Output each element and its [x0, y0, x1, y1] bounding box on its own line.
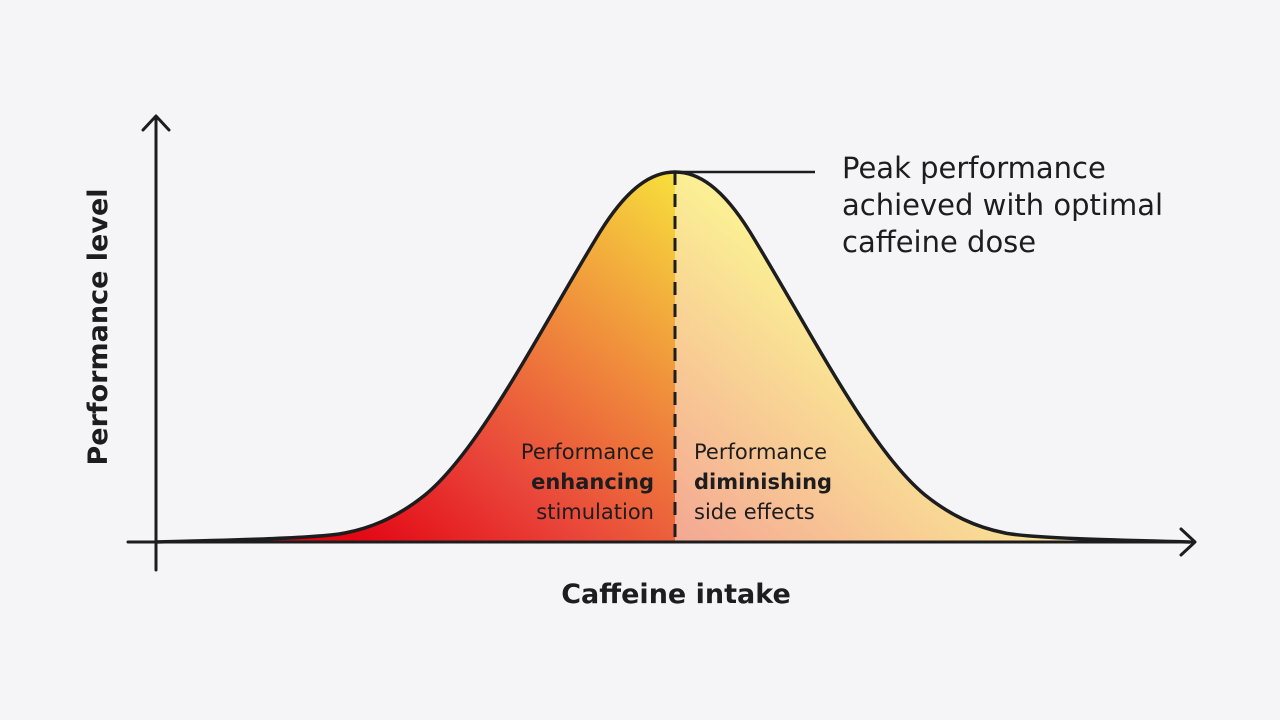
x-axis — [126, 527, 1197, 557]
diminishing-region-fill — [675, 172, 1190, 542]
y-axis — [141, 114, 171, 572]
diminishing-region-tint — [675, 172, 1190, 542]
peak-callout-line-1: Peak performance — [842, 151, 1106, 185]
peak-callout: Peak performance achieved with optimal c… — [842, 151, 1163, 259]
enhancing-label-line-1: Performance — [521, 440, 654, 464]
enhancing-label-line-3: stimulation — [536, 500, 654, 524]
enhancing-label-line-2: enhancing — [531, 470, 654, 494]
y-axis-label: Performance level — [83, 188, 114, 465]
x-axis-arrow-icon — [1179, 527, 1197, 557]
enhancing-region-label: Performance enhancing stimulation — [521, 440, 654, 524]
diminishing-region-label: Performance diminishing side effects — [694, 440, 832, 524]
diminishing-label-line-2: diminishing — [694, 470, 832, 494]
enhancing-region-fill — [155, 172, 675, 542]
diminishing-label-line-3: side effects — [694, 500, 815, 524]
peak-callout-line-2: achieved with optimal — [842, 188, 1163, 222]
y-axis-arrow-icon — [141, 114, 171, 132]
x-axis-label: Caffeine intake — [561, 579, 791, 610]
diminishing-label-line-1: Performance — [694, 440, 827, 464]
peak-callout-line-3: caffeine dose — [842, 225, 1036, 259]
